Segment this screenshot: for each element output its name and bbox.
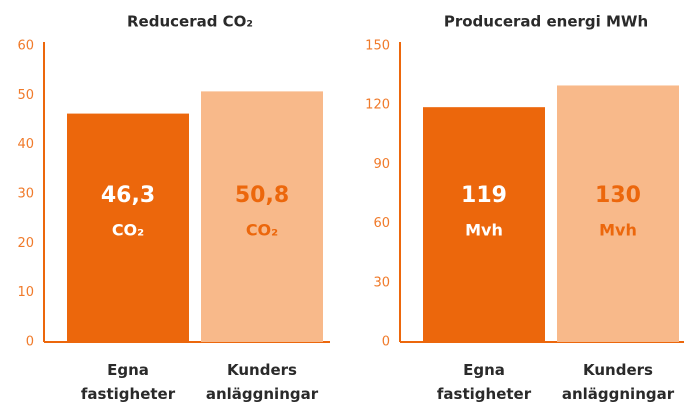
x-tick-label: Kunders anläggningar bbox=[562, 361, 675, 403]
bar bbox=[423, 107, 545, 342]
value-label: 50,8 bbox=[235, 183, 289, 208]
bar bbox=[557, 85, 679, 342]
value-unit: Mvh bbox=[465, 221, 503, 240]
y-tick-label: 60 bbox=[373, 216, 390, 231]
y-tick-label: 30 bbox=[17, 187, 34, 202]
bar bbox=[67, 113, 189, 342]
y-tick-label: 120 bbox=[365, 98, 390, 113]
x-tick-label: Egna fastigheter bbox=[437, 361, 532, 403]
y-tick-label: 30 bbox=[373, 275, 390, 290]
y-tick-label: 40 bbox=[17, 137, 34, 152]
y-tick-label: 20 bbox=[17, 236, 34, 251]
bar bbox=[201, 91, 323, 343]
y-tick-label: 60 bbox=[17, 39, 34, 54]
value-label: 130 bbox=[595, 183, 641, 208]
y-tick-label: 90 bbox=[373, 157, 390, 172]
value-label: 46,3 bbox=[101, 183, 155, 208]
y-tick-label: 0 bbox=[382, 335, 390, 350]
value-unit: CO₂ bbox=[112, 221, 144, 240]
value-unit: CO₂ bbox=[246, 221, 278, 240]
value-unit: Mvh bbox=[599, 221, 637, 240]
chart-title: Producerad energi MWh bbox=[444, 13, 648, 31]
chart-title: Reducerad CO₂ bbox=[127, 13, 253, 31]
y-tick-label: 150 bbox=[365, 39, 390, 54]
y-tick-label: 0 bbox=[26, 335, 34, 350]
x-tick-label: Egna fastigheter bbox=[81, 361, 176, 403]
y-tick-label: 50 bbox=[17, 88, 34, 103]
value-label: 119 bbox=[461, 183, 507, 208]
x-tick-label: Kunders anläggningar bbox=[206, 361, 319, 403]
y-tick-label: 10 bbox=[17, 285, 34, 300]
